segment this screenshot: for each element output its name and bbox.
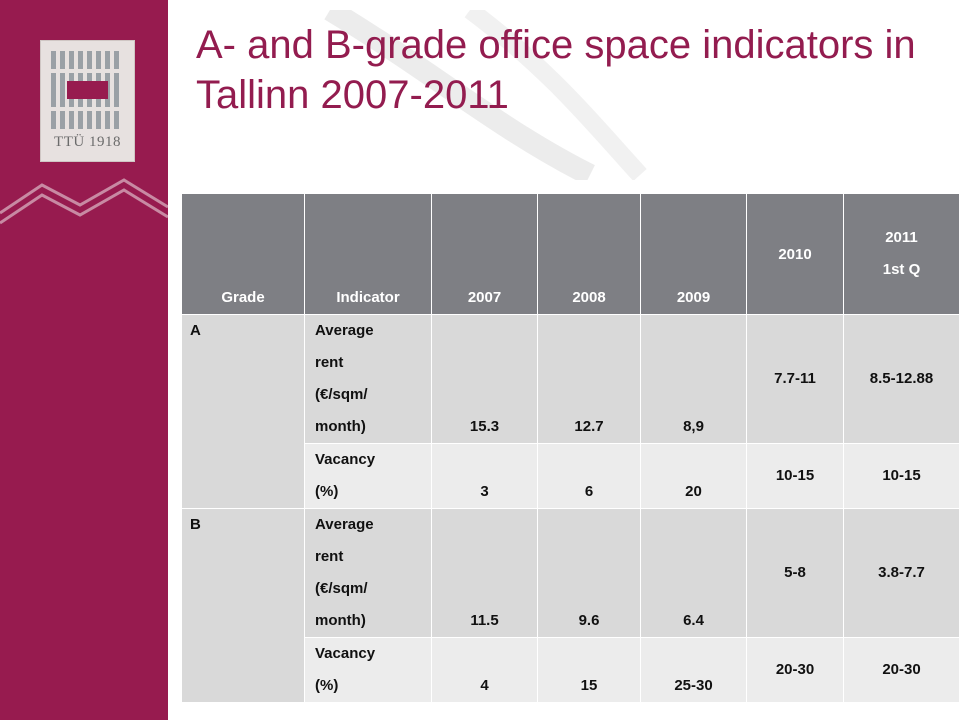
- table-row: A Average rent (€/sqm/ month) 15.3 12.7 …: [181, 314, 960, 509]
- sidebar: TTÜ 1918: [0, 0, 168, 720]
- indicator-line: (%): [315, 677, 339, 694]
- office-indicators-table: Grade Indicator 2007 2008 2009 2010 2011…: [181, 193, 960, 703]
- value-2010: 10-15: [746, 443, 844, 509]
- value-2008: 12.7: [537, 314, 641, 444]
- value-2007: 4: [431, 637, 538, 703]
- value-2009: 20: [640, 443, 747, 509]
- header-2009: 2009: [640, 193, 747, 315]
- indicator-line: Average: [315, 322, 374, 339]
- value-2007: 11.5: [431, 508, 538, 638]
- value-2011: 8.5-12.88: [843, 314, 960, 444]
- page-title: A- and B-grade office space indicators i…: [196, 23, 916, 117]
- value-2008: 9.6: [537, 508, 641, 638]
- indicator-line: Vacancy: [315, 645, 376, 662]
- indicator-line: (%): [315, 483, 339, 500]
- table-row: Vacancy (%) 4 15 25-30 20-30 20-30: [182, 637, 960, 703]
- indicator-cell: Average rent (€/sqm/ month): [304, 508, 432, 638]
- value-2008: 15: [537, 637, 641, 703]
- indicator-line: Vacancy: [315, 451, 376, 468]
- indicator-line: month): [315, 612, 366, 629]
- chevron-decoration-icon: [0, 178, 168, 225]
- value-2011: 3.8-7.7: [843, 508, 960, 638]
- table-row: Vacancy (%) 3 6 20 10-15 10-15: [182, 443, 960, 509]
- header-indicator: Indicator: [304, 193, 432, 315]
- header-2011: 2011 1st Q: [843, 193, 960, 315]
- header-grade: Grade: [181, 193, 305, 315]
- grade-cell: A: [181, 314, 305, 509]
- logo-caption: TTÜ 1918: [54, 134, 121, 150]
- indicator-cell: Vacancy (%): [304, 637, 432, 703]
- indicator-cell: Vacancy (%): [304, 443, 432, 509]
- value-2009: 8,9: [640, 314, 747, 444]
- table-header-row: Grade Indicator 2007 2008 2009 2010 2011…: [181, 193, 960, 315]
- value-2010: 5-8: [746, 508, 844, 638]
- header-2011-quarter: 1st Q: [882, 261, 921, 278]
- value-2007: 3: [431, 443, 538, 509]
- header-2011-year: 2011: [885, 229, 918, 246]
- table-row: B Average rent (€/sqm/ month) 11.5 9.6 6…: [181, 508, 960, 703]
- value-2007: 15.3: [431, 314, 538, 444]
- indicator-line: (€/sqm/: [315, 580, 368, 597]
- value-2010: 20-30: [746, 637, 844, 703]
- indicator-line: month): [315, 418, 366, 435]
- indicator-line: (€/sqm/: [315, 386, 368, 403]
- value-2009: 25-30: [640, 637, 747, 703]
- value-2010: 7.7-11: [746, 314, 844, 444]
- value-2008: 6: [537, 443, 641, 509]
- value-2009: 6.4: [640, 508, 747, 638]
- header-2008: 2008: [537, 193, 641, 315]
- logo-bars-icon: [49, 51, 126, 129]
- indicator-line: Average: [315, 516, 374, 533]
- header-2007: 2007: [431, 193, 538, 315]
- indicator-line: rent: [315, 548, 344, 565]
- grade-cell: B: [181, 508, 305, 703]
- indicator-line: rent: [315, 354, 344, 371]
- value-2011: 10-15: [843, 443, 960, 509]
- indicator-cell: Average rent (€/sqm/ month): [304, 314, 432, 444]
- header-2010: 2010: [746, 193, 844, 315]
- swoosh-decoration-icon: [324, 10, 647, 180]
- ttu-logo: TTÜ 1918: [40, 40, 135, 162]
- value-2011: 20-30: [843, 637, 960, 703]
